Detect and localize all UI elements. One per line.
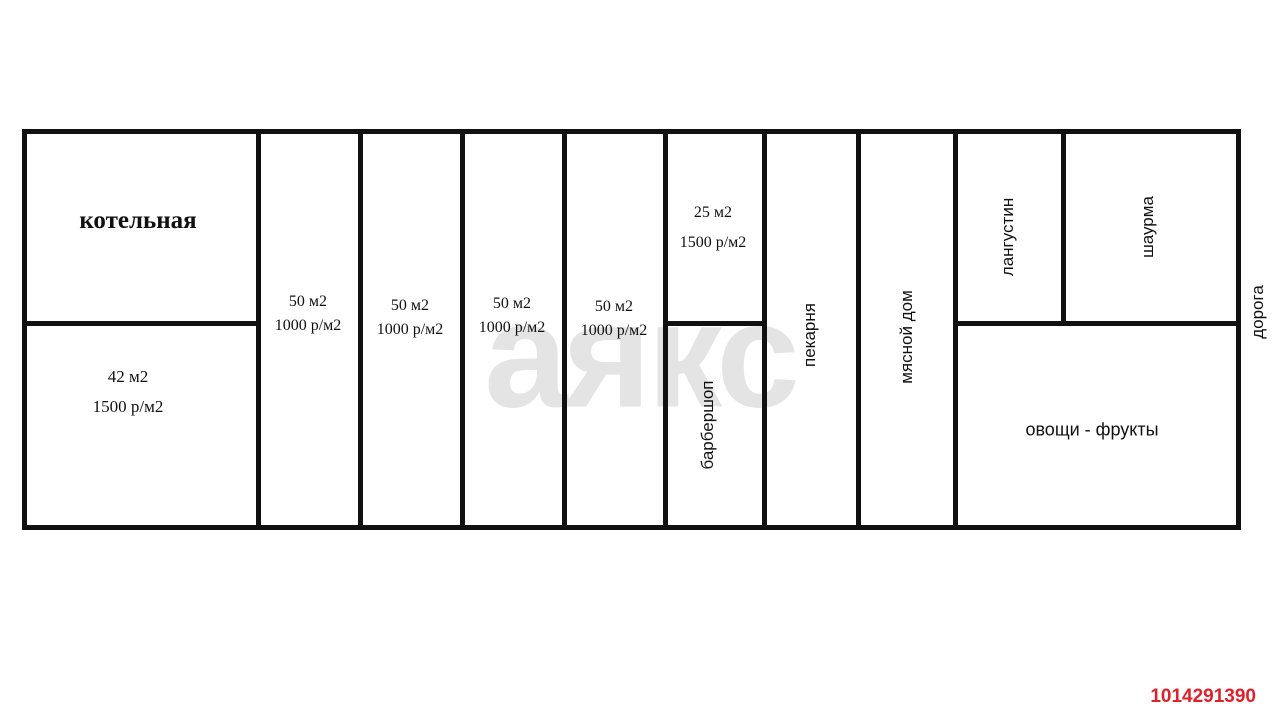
room-price: 1000 р/м2 [580,322,648,339]
room-50d: 50 м2 1000 р/м2 [581,295,648,343]
room-area: 25 м2 [693,204,733,221]
room-42: 42 м2 1500 р/м2 [93,362,164,422]
room-barbershop: барбершоп [698,380,717,470]
room-50c: 50 м2 1000 р/м2 [479,292,546,340]
room-50a: 50 м2 1000 р/м2 [275,290,342,338]
room-price: 1000 р/м2 [478,319,546,336]
wall [1061,129,1066,325]
room-shawarma: шаурма [1138,196,1157,258]
listing-id: 1014291390 [1150,686,1256,707]
room-price: 1000 р/м2 [274,317,342,334]
wall-top [22,129,1241,134]
wall [562,129,567,530]
wall [762,129,767,530]
room-area: 50 м2 [288,293,328,310]
room-area: 50 м2 [492,295,532,312]
watermark: аякс [484,270,799,439]
wall [22,321,259,326]
room-area: 50 м2 [594,298,634,315]
room-25: 25 м2 1500 р/м2 [680,198,747,258]
wall [953,129,958,530]
room-area: 42 м2 [107,367,149,386]
room-fruits: овощи - фрукты [1025,419,1159,440]
wall [953,321,1241,326]
wall-right [1236,129,1241,530]
wall [256,129,261,530]
road-label: дорога [1248,285,1267,339]
room-boiler: котельная [79,207,197,234]
wall [663,129,668,530]
room-area: 50 м2 [390,297,430,314]
room-meat: мясной дом [897,290,916,384]
wall-left [22,129,27,530]
room-bakery: пекарня [800,303,819,367]
wall [460,129,465,530]
room-50b: 50 м2 1000 р/м2 [377,294,444,342]
room-price: 1000 р/м2 [376,321,444,338]
wall [856,129,861,530]
room-price: 1500 р/м2 [92,397,164,416]
wall-bottom [22,525,1241,530]
wall [663,321,765,326]
room-langustin: лангустин [998,197,1017,277]
wall [358,129,363,530]
room-price: 1500 р/м2 [679,234,747,251]
